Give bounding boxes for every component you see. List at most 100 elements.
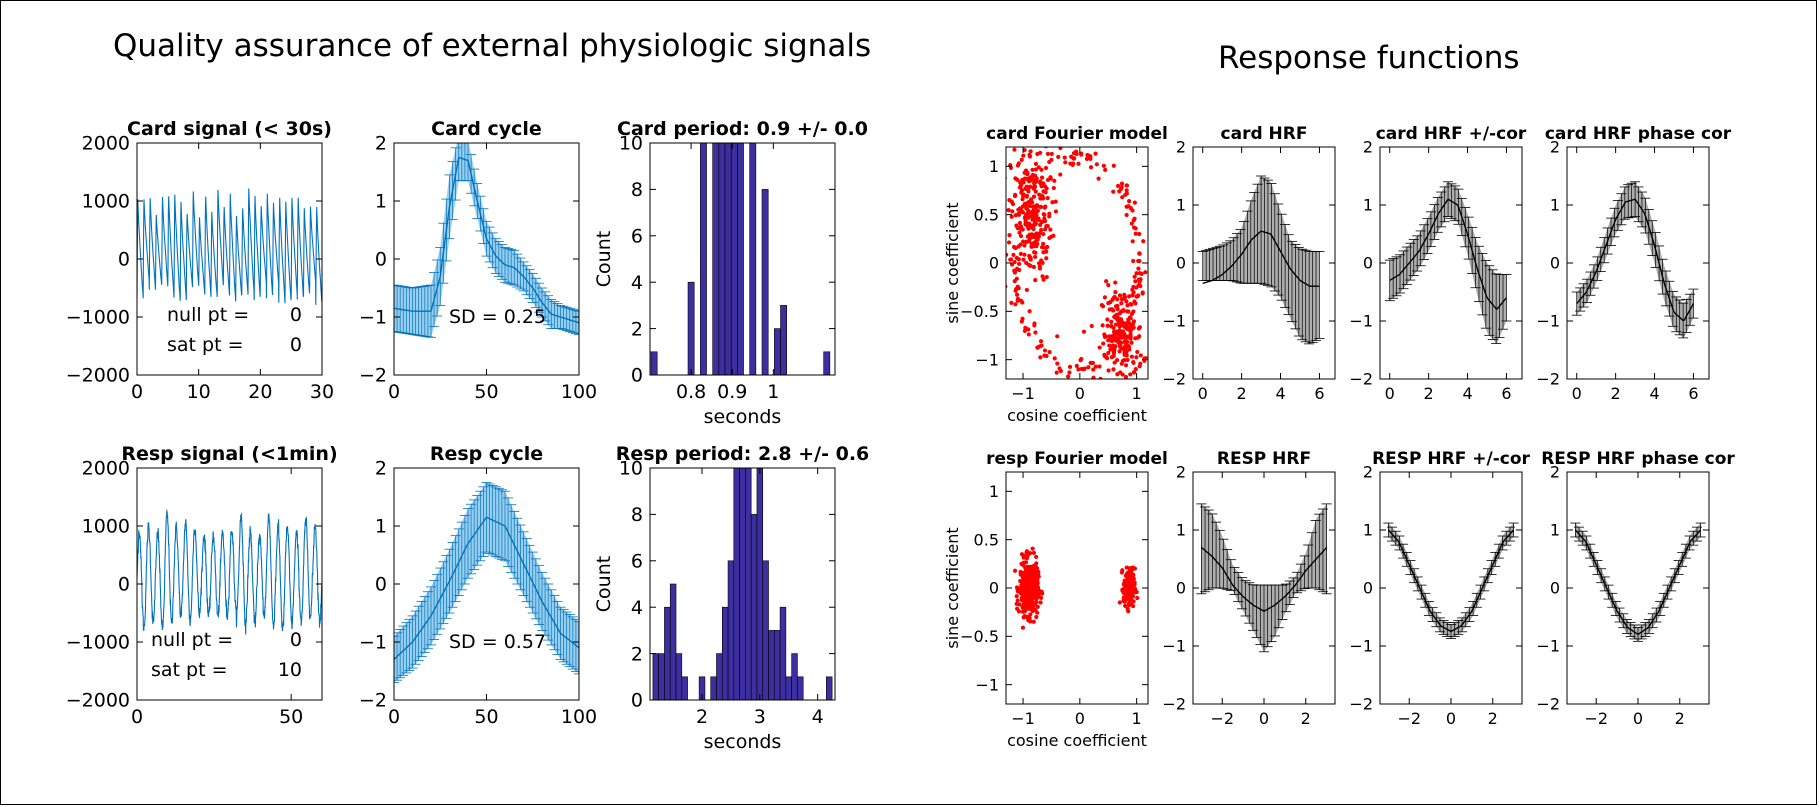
- scatter-point: [1133, 336, 1138, 341]
- scatter-point: [1129, 589, 1134, 594]
- scatter-point: [1115, 303, 1120, 308]
- scatter-point: [1012, 147, 1017, 152]
- scatter-point: [1030, 217, 1035, 222]
- scatter-point: [1027, 586, 1032, 591]
- scatter-point: [1036, 165, 1041, 170]
- scatter-point: [1104, 354, 1109, 359]
- y-tick-label: −2: [1536, 370, 1560, 389]
- scatter-point: [1123, 589, 1128, 594]
- y-tick-label: 1: [1176, 521, 1186, 540]
- scatter-point: [1106, 350, 1111, 356]
- scatter-point: [1014, 594, 1019, 599]
- scatter-point: [1124, 183, 1129, 188]
- scatter-point: [1134, 285, 1139, 290]
- x-tick-label: 0: [1633, 709, 1643, 728]
- scatter-point: [1135, 293, 1141, 299]
- scatter-point: [1053, 199, 1058, 204]
- scatter-point: [1028, 612, 1033, 617]
- scatter-point: [1072, 156, 1077, 161]
- histogram-bar: [700, 143, 707, 375]
- x-tick-label: 2: [1301, 709, 1311, 728]
- scatter-point: [1045, 196, 1050, 201]
- scatter-point: [1117, 311, 1122, 316]
- y-tick-label: −1: [1536, 312, 1560, 331]
- scatter-point: [1133, 367, 1138, 372]
- histogram-bar: [774, 328, 781, 375]
- scatter-point: [1027, 152, 1032, 158]
- plot-area: [1384, 181, 1512, 344]
- chart-title: card HRF: [1221, 124, 1308, 144]
- scatter-point: [1132, 299, 1137, 304]
- chart-title: card Fourier model: [986, 124, 1168, 144]
- histogram-bar: [664, 606, 671, 700]
- scatter-point: [1076, 367, 1081, 372]
- y-tick-label: 2: [631, 318, 643, 340]
- x-tick-label: 0: [1446, 709, 1456, 728]
- scatter-point: [1076, 161, 1081, 166]
- scatter-point: [1086, 365, 1091, 370]
- scatter-point: [1108, 335, 1113, 340]
- scatter-point: [1129, 594, 1134, 599]
- x-tick-label: 2: [1675, 709, 1685, 728]
- scatter-point: [1102, 295, 1108, 300]
- histogram-bar: [785, 676, 792, 700]
- scatter-point: [1026, 200, 1031, 205]
- histogram-bar: [791, 653, 798, 700]
- scatter-point: [1115, 318, 1120, 323]
- scatter-point: [1116, 340, 1122, 346]
- scatter-point: [1016, 161, 1021, 166]
- chart-title: Card signal (< 30s): [127, 118, 332, 140]
- scatter-point: [1124, 299, 1129, 304]
- scatter-point: [1122, 595, 1127, 600]
- chart-title: card HRF +/-cor: [1376, 124, 1527, 144]
- scatter-point: [1115, 297, 1120, 302]
- scatter-point: [1007, 233, 1012, 238]
- scatter-point: [1015, 177, 1020, 182]
- scatter-point: [1068, 161, 1073, 166]
- scatter-point: [1120, 195, 1125, 200]
- scatter-point: [1027, 178, 1033, 183]
- scatter-point: [1026, 189, 1031, 194]
- scatter-point: [1029, 570, 1034, 575]
- y-tick-label: 2: [375, 133, 387, 155]
- scatter-point: [1131, 599, 1136, 604]
- annotation-value: 0: [290, 304, 302, 326]
- scatter-point: [1125, 303, 1130, 308]
- x-tick-label: 0: [1075, 709, 1085, 728]
- scatter-point: [1043, 165, 1049, 171]
- scatter-point: [1038, 205, 1043, 210]
- histogram-bar: [658, 653, 665, 700]
- scatter-point: [1099, 303, 1104, 308]
- scatter-point: [1018, 233, 1024, 239]
- scatter-point: [1020, 197, 1025, 202]
- annotation-label: sat pt =: [151, 659, 228, 681]
- y-tick-label: 0: [989, 254, 999, 273]
- scatter-point: [1141, 239, 1146, 244]
- scatter-point: [1031, 550, 1037, 555]
- scatter-point: [1140, 291, 1145, 296]
- scatter-point: [1006, 240, 1012, 245]
- scatter-point: [1006, 252, 1009, 257]
- scatter-point: [1130, 293, 1135, 298]
- mean-line: [1200, 546, 1328, 612]
- scatter-point: [1013, 302, 1018, 307]
- y-tick-label: −2: [359, 690, 387, 712]
- y-tick-label: −2: [1536, 695, 1560, 714]
- x-tick-label: −1: [1011, 384, 1035, 403]
- scatter-point: [1055, 334, 1060, 339]
- scatter-point: [1022, 252, 1027, 257]
- scatter-point: [1014, 601, 1019, 607]
- scatter-point: [1125, 357, 1130, 363]
- scatter-point: [1114, 387, 1118, 391]
- annotation-label: null pt =: [167, 304, 249, 326]
- y-tick-label: 2: [1363, 463, 1373, 482]
- x-tick-label: 4: [1275, 384, 1285, 403]
- x-tick-label: 50: [474, 706, 498, 728]
- scatter-point: [1018, 569, 1023, 575]
- scatter-point: [1042, 348, 1048, 353]
- scatter-point: [1035, 604, 1040, 609]
- y-tick-label: 0: [375, 574, 387, 596]
- histogram-bar: [724, 143, 732, 375]
- scatter-point: [1131, 258, 1136, 264]
